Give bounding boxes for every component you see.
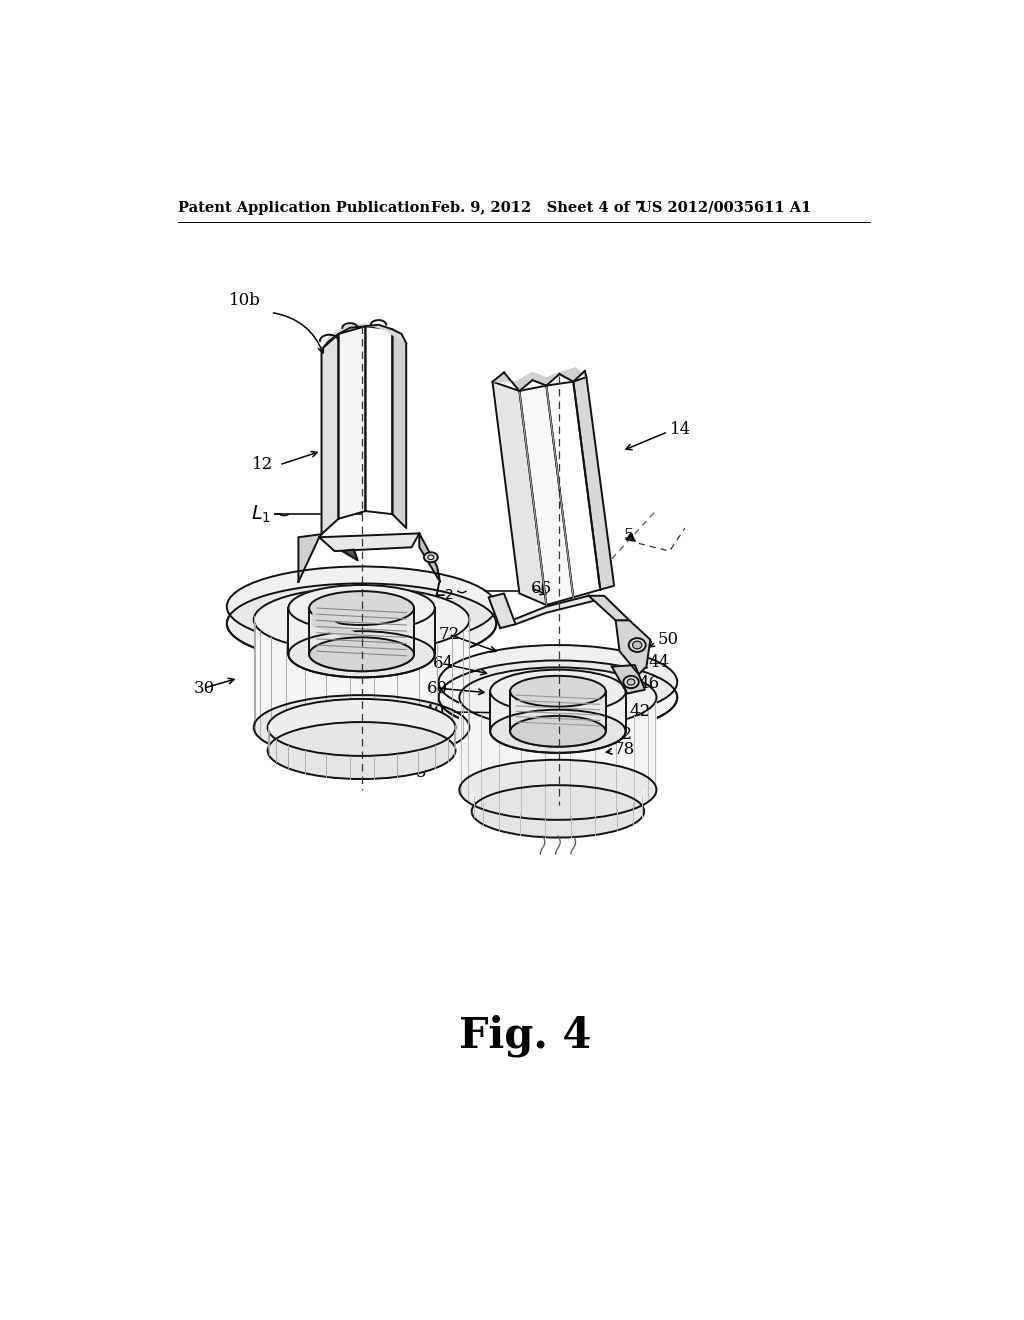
Polygon shape bbox=[573, 378, 614, 590]
Polygon shape bbox=[227, 601, 497, 664]
Polygon shape bbox=[322, 323, 407, 350]
Ellipse shape bbox=[490, 669, 626, 713]
Text: 5: 5 bbox=[624, 527, 634, 544]
Polygon shape bbox=[289, 605, 435, 677]
Text: $L_1$: $L_1$ bbox=[251, 503, 271, 525]
Ellipse shape bbox=[490, 710, 626, 752]
Ellipse shape bbox=[289, 585, 435, 631]
Polygon shape bbox=[493, 368, 587, 391]
Polygon shape bbox=[298, 535, 322, 582]
Text: 66: 66 bbox=[531, 579, 552, 597]
Ellipse shape bbox=[628, 678, 635, 685]
Polygon shape bbox=[515, 595, 593, 624]
Ellipse shape bbox=[226, 566, 497, 647]
Text: 30: 30 bbox=[194, 680, 215, 697]
Polygon shape bbox=[615, 620, 650, 675]
Text: 10b: 10b bbox=[229, 292, 261, 309]
Text: 72: 72 bbox=[438, 626, 460, 643]
Text: 60: 60 bbox=[427, 680, 449, 697]
Polygon shape bbox=[490, 689, 626, 752]
Ellipse shape bbox=[438, 660, 677, 734]
Polygon shape bbox=[313, 612, 410, 660]
Text: Feb. 9, 2012   Sheet 4 of 7: Feb. 9, 2012 Sheet 4 of 7 bbox=[431, 201, 645, 215]
Text: 14: 14 bbox=[670, 421, 691, 438]
Text: 40: 40 bbox=[423, 705, 444, 721]
Polygon shape bbox=[309, 606, 414, 671]
Ellipse shape bbox=[267, 722, 456, 779]
Polygon shape bbox=[322, 334, 339, 535]
Ellipse shape bbox=[289, 631, 435, 677]
Polygon shape bbox=[392, 330, 407, 528]
Polygon shape bbox=[488, 594, 515, 628]
Ellipse shape bbox=[254, 587, 469, 652]
Polygon shape bbox=[319, 533, 419, 552]
Ellipse shape bbox=[438, 645, 677, 719]
Text: 46: 46 bbox=[639, 675, 659, 692]
Polygon shape bbox=[611, 665, 645, 693]
Ellipse shape bbox=[226, 583, 497, 664]
Text: $L_2$: $L_2$ bbox=[434, 581, 454, 602]
Ellipse shape bbox=[460, 760, 656, 820]
Ellipse shape bbox=[309, 638, 414, 671]
Text: 5: 5 bbox=[416, 764, 426, 781]
Polygon shape bbox=[510, 690, 605, 747]
Text: 44: 44 bbox=[648, 655, 670, 672]
Polygon shape bbox=[419, 533, 440, 582]
Ellipse shape bbox=[629, 638, 646, 652]
Polygon shape bbox=[519, 385, 573, 605]
Polygon shape bbox=[339, 326, 366, 519]
Ellipse shape bbox=[510, 715, 605, 747]
Text: Patent Application Publication: Patent Application Publication bbox=[178, 201, 430, 215]
Ellipse shape bbox=[472, 785, 644, 838]
Polygon shape bbox=[460, 696, 656, 820]
Ellipse shape bbox=[267, 700, 456, 756]
Ellipse shape bbox=[624, 676, 639, 688]
Ellipse shape bbox=[254, 696, 469, 760]
Text: 62: 62 bbox=[611, 726, 633, 743]
Text: 42: 42 bbox=[630, 702, 651, 719]
Ellipse shape bbox=[510, 676, 605, 706]
Text: 32: 32 bbox=[370, 754, 390, 771]
Polygon shape bbox=[342, 549, 357, 560]
Polygon shape bbox=[438, 678, 677, 734]
Ellipse shape bbox=[309, 591, 414, 626]
Text: Fig. 4: Fig. 4 bbox=[459, 1015, 591, 1057]
Text: 64: 64 bbox=[433, 655, 455, 672]
Text: 50: 50 bbox=[658, 631, 679, 648]
Polygon shape bbox=[493, 381, 547, 605]
Polygon shape bbox=[366, 326, 392, 515]
Ellipse shape bbox=[424, 552, 438, 562]
Polygon shape bbox=[547, 381, 600, 597]
Text: 12: 12 bbox=[252, 457, 273, 474]
Ellipse shape bbox=[460, 668, 656, 727]
Text: 78: 78 bbox=[614, 742, 635, 758]
Ellipse shape bbox=[633, 642, 642, 649]
Polygon shape bbox=[267, 723, 456, 779]
Polygon shape bbox=[589, 595, 630, 620]
Polygon shape bbox=[472, 788, 644, 837]
Text: US 2012/0035611 A1: US 2012/0035611 A1 bbox=[639, 201, 811, 215]
Polygon shape bbox=[254, 615, 469, 760]
